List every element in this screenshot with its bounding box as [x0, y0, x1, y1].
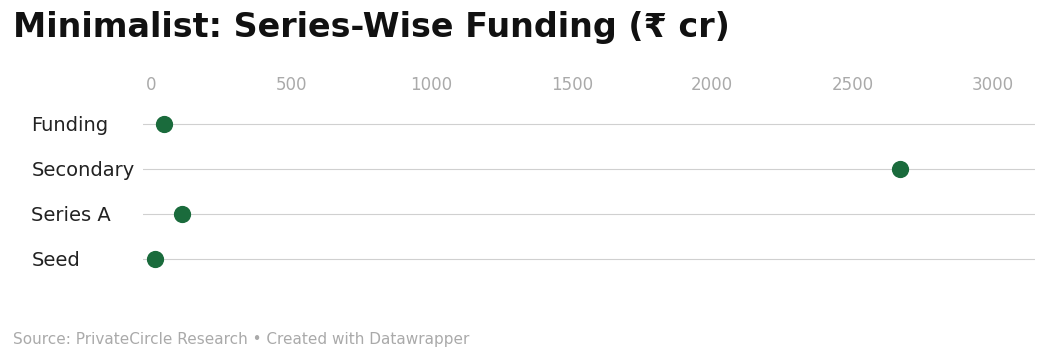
Point — [155, 121, 172, 127]
Text: Source: PrivateCircle Research • Created with Datawrapper: Source: PrivateCircle Research • Created… — [13, 332, 469, 347]
Text: Minimalist: Series-Wise Funding (₹ cr): Minimalist: Series-Wise Funding (₹ cr) — [13, 11, 730, 44]
Point — [173, 211, 190, 216]
Point — [891, 166, 908, 172]
Point — [147, 256, 164, 261]
